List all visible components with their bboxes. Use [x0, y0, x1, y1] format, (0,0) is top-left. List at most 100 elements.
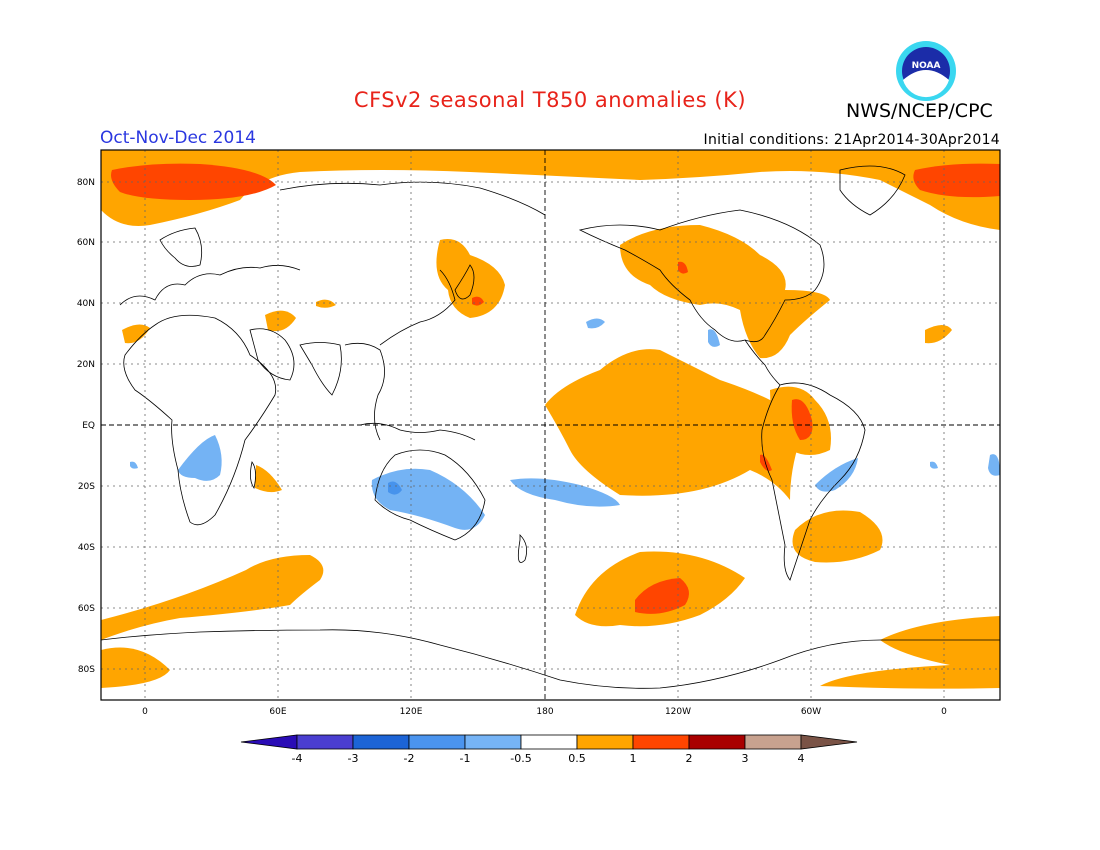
coast-greenland	[839, 165, 906, 216]
anomaly-australia-cold	[371, 468, 485, 530]
lat-label: 80N	[77, 178, 95, 188]
colorbar-label: 1	[630, 752, 637, 765]
map-frame	[100, 149, 1001, 701]
colorbar-swatch	[464, 734, 522, 750]
lat-label: 40S	[78, 543, 95, 553]
lat-label: 40N	[77, 299, 95, 309]
coast-europe	[119, 265, 301, 306]
coast-australia	[374, 449, 486, 541]
anomaly-antarctic-east	[820, 616, 1000, 689]
lon-labels: 0 60E 120E 180 120W 60W 0	[142, 707, 947, 717]
anomaly-arctic-band	[101, 150, 1000, 230]
colorbar-swatch	[632, 734, 690, 750]
gridlines	[101, 150, 1000, 700]
colorbar-swatch	[688, 734, 746, 750]
colorbar-arrow-low	[240, 734, 298, 750]
colorbar-swatch	[408, 734, 466, 750]
anomaly-europe-east	[925, 325, 952, 344]
colorbar-labels: -4 -3 -2 -1 -0.5 0.5 1 2 3 4	[292, 752, 805, 765]
colorbar-label: -2	[404, 752, 415, 765]
anomaly-south-atlantic	[792, 510, 883, 563]
lon-label: 120W	[665, 707, 691, 717]
anomaly-southern-indian	[101, 555, 324, 640]
coast-antarctica	[101, 629, 1000, 689]
anomaly-south-africa-cold	[178, 435, 222, 481]
lon-label: 0	[941, 707, 947, 717]
initial-conditions: Initial conditions: 21Apr2014-30Apr2014	[703, 132, 1000, 148]
colorbar-label: 4	[798, 752, 805, 765]
colorbar-label: -0.5	[510, 752, 531, 765]
lon-label: 120E	[400, 707, 423, 717]
anomaly-central-asia	[316, 299, 336, 308]
coast-se-asia	[344, 342, 385, 441]
noaa-logo-text: NOAA	[912, 61, 941, 71]
anomaly-north-america-core	[678, 261, 688, 274]
coast-china	[379, 269, 456, 346]
coast-scandinavia	[159, 227, 203, 267]
colorbar-label: 0.5	[568, 752, 586, 765]
lon-label: 0	[142, 707, 148, 717]
anomaly-west-europe	[122, 324, 150, 344]
lat-label: EQ	[82, 421, 95, 431]
negative-anomaly-regions	[130, 318, 1000, 530]
anomaly-mexico-cold	[708, 329, 720, 347]
colorbar-swatch	[520, 734, 578, 750]
lat-labels: 80N 60N 40N 20N EQ 20S 40S 60S 80S	[77, 178, 95, 675]
coast-siberia	[279, 181, 546, 216]
coast-north-america	[578, 209, 825, 343]
lat-label: 80S	[78, 665, 95, 675]
strong-positive-regions	[111, 163, 1000, 614]
lat-label: 60S	[78, 604, 95, 614]
anomaly-sa-dot	[130, 461, 138, 469]
coast-south-america	[761, 382, 866, 581]
anomaly-amazon-core	[791, 399, 813, 440]
coast-india	[299, 342, 342, 396]
positive-anomaly-regions	[101, 150, 1000, 689]
lat-label: 20S	[78, 482, 95, 492]
colorbar-swatch	[576, 734, 634, 750]
colorbar-label: 3	[742, 752, 749, 765]
coast-arabia	[249, 328, 295, 381]
lon-label: 180	[536, 707, 553, 717]
colorbar-swatch	[744, 734, 802, 750]
anomaly-aus-core	[388, 481, 402, 495]
anomaly-greenland-west	[111, 163, 276, 200]
colorbar-label: 2	[686, 752, 693, 765]
anomaly-south-pacific-core	[635, 578, 689, 614]
forecast-period: Oct-Nov-Dec 2014	[100, 128, 256, 148]
anomaly-south-pacific-cold	[510, 478, 620, 507]
colorbar-label: -3	[348, 752, 359, 765]
colorbar-swatch	[352, 734, 410, 750]
reference-lines	[101, 150, 1000, 700]
anomaly-andes-core	[760, 454, 772, 471]
coast-africa	[123, 314, 277, 526]
lon-label: 60E	[269, 707, 286, 717]
anomaly-brazil-cold	[815, 458, 858, 492]
colorbar-label: -1	[460, 752, 471, 765]
coast-new-zealand	[517, 534, 528, 563]
anomaly-npacific-cold	[586, 318, 605, 329]
lon-label: 60W	[801, 707, 821, 717]
anomaly-east-asia-core	[472, 296, 484, 306]
colorbar-swatch	[296, 734, 354, 750]
chart-title: CFSv2 seasonal T850 anomalies (K)	[353, 88, 747, 112]
lat-label: 20N	[77, 360, 95, 370]
colorbar-label: -4	[292, 752, 303, 765]
lat-label: 60N	[77, 238, 95, 248]
anomaly-north-america	[620, 225, 830, 359]
coast-japan	[454, 264, 475, 300]
anomaly-madagascar	[255, 465, 282, 493]
coast-indonesia	[359, 422, 476, 441]
colorbar-arrow-high	[800, 734, 858, 750]
map-panel	[101, 150, 1000, 700]
coast-central-america	[744, 339, 781, 386]
anomaly-antarctic-west	[101, 647, 170, 688]
anomaly-atl-dot	[930, 461, 938, 469]
coast-madagascar	[250, 461, 256, 489]
anomaly-east-asia	[436, 239, 505, 318]
organization-label: NWS/NCEP/CPC	[846, 100, 993, 122]
anomaly-greenland-east	[913, 163, 1000, 198]
colorbar	[240, 734, 858, 750]
noaa-logo: NOAA	[895, 40, 957, 102]
